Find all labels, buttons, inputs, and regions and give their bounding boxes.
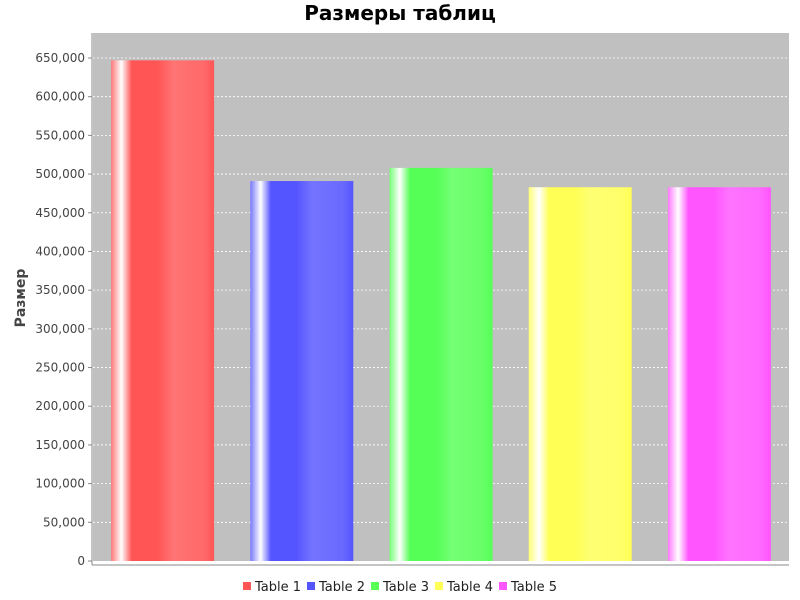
y-axis-ticks: 0 50,000 100,000 150,000 200,000 250,000 300,0…	[35, 51, 92, 568]
bar-table-1	[111, 60, 215, 562]
y-tick-label: 350,000	[35, 283, 85, 297]
bar-table-4	[528, 187, 632, 562]
bar-table-3	[389, 167, 493, 561]
y-tick-label: 200,000	[35, 399, 85, 413]
legend-swatch	[307, 582, 315, 590]
legend-swatch	[243, 582, 251, 590]
axes	[91, 33, 789, 566]
legend-swatch	[435, 582, 443, 590]
y-tick-label: 600,000	[35, 90, 85, 104]
y-tick-label: 400,000	[35, 244, 85, 258]
legend-swatch	[499, 582, 507, 590]
y-tick-label: 0	[77, 554, 85, 568]
legend-label: Table 3	[382, 580, 429, 595]
y-tick-label: 650,000	[35, 51, 85, 65]
bar-table-2	[250, 181, 354, 561]
legend-label: Table 1	[254, 580, 301, 595]
y-axis-label: Размер	[13, 269, 29, 328]
y-tick-label: 150,000	[35, 438, 85, 452]
y-tick-label: 250,000	[35, 361, 85, 375]
legend-swatch	[371, 582, 379, 590]
legend-label: Table 4	[446, 580, 493, 595]
y-tick-label: 50,000	[43, 515, 85, 529]
bar-table-5	[667, 187, 771, 562]
bars	[111, 60, 771, 562]
legend-label: Table 2	[318, 580, 365, 595]
y-tick-label: 500,000	[35, 167, 85, 181]
y-tick-label: 100,000	[35, 477, 85, 491]
y-tick-label: 450,000	[35, 206, 85, 220]
legend-label: Table 5	[510, 580, 557, 595]
y-tick-label: 550,000	[35, 128, 85, 142]
y-tick-label: 300,000	[35, 322, 85, 336]
chart-title: Размеры таблиц	[304, 1, 496, 25]
legend: Table 1 Table 2 Table 3 Table 4 Table 5	[243, 580, 557, 595]
